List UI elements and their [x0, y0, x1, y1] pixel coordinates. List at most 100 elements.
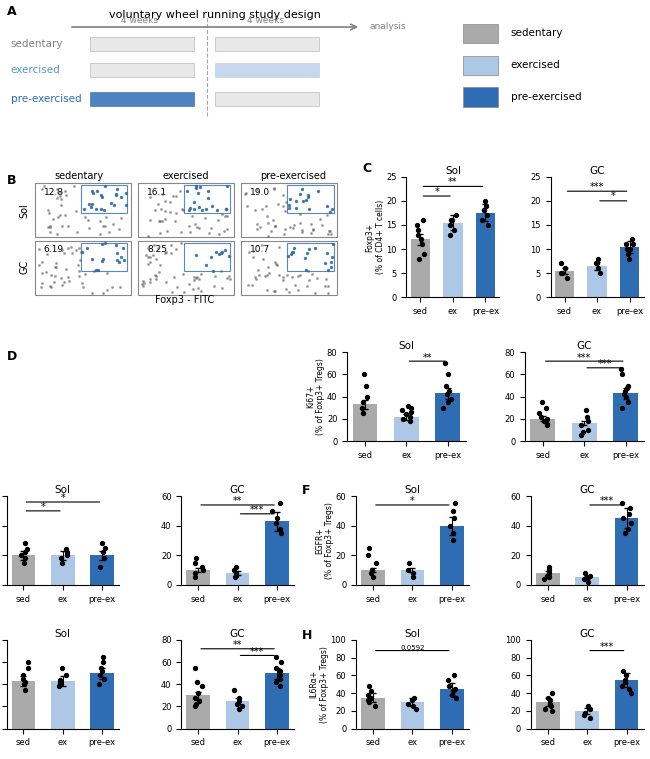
- Point: [303, 265, 313, 277]
- Point: [207, 200, 217, 213]
- Point: [417, 238, 428, 250]
- Point: [278, 274, 288, 286]
- Point: [270, 285, 280, 297]
- Point: [57, 556, 67, 568]
- Point: [98, 650, 109, 663]
- Point: [288, 222, 298, 234]
- Point: [396, 404, 407, 416]
- Point: [270, 662, 281, 674]
- Text: analysis: analysis: [369, 23, 406, 31]
- Point: [203, 192, 213, 204]
- Point: [74, 241, 85, 254]
- Point: [328, 238, 339, 250]
- Text: A: A: [6, 5, 16, 18]
- Point: [192, 221, 202, 233]
- Point: [224, 270, 235, 282]
- Point: [278, 200, 289, 213]
- Point: [592, 257, 602, 269]
- Text: 4 weeks: 4 weeks: [246, 16, 283, 25]
- Point: [165, 206, 176, 219]
- Point: [96, 189, 107, 201]
- Point: [98, 546, 109, 559]
- Point: [151, 272, 162, 285]
- Point: [60, 185, 70, 197]
- Point: [64, 275, 74, 287]
- Bar: [12, 681, 35, 729]
- Title: Sol: Sol: [445, 166, 461, 176]
- Point: [404, 415, 415, 427]
- Point: [142, 241, 153, 254]
- Point: [137, 275, 148, 287]
- Point: [303, 189, 313, 201]
- Text: voluntary wheel running study design: voluntary wheel running study design: [109, 10, 321, 20]
- Point: [307, 268, 317, 280]
- Title: GC: GC: [230, 629, 245, 639]
- Point: [214, 247, 224, 260]
- Point: [623, 380, 633, 392]
- Point: [98, 238, 108, 250]
- Point: [60, 263, 71, 276]
- Point: [42, 204, 53, 216]
- Title: Sol: Sol: [404, 629, 421, 639]
- Point: [203, 185, 213, 197]
- Text: *: *: [410, 496, 415, 506]
- Point: [538, 415, 549, 427]
- Point: [281, 269, 292, 282]
- Point: [73, 259, 83, 271]
- Point: [583, 415, 593, 427]
- Point: [308, 224, 318, 236]
- Point: [97, 191, 107, 203]
- Point: [363, 694, 374, 707]
- Bar: [90, 64, 194, 77]
- Point: [194, 694, 204, 707]
- Point: [283, 250, 293, 262]
- Point: [191, 249, 202, 261]
- Point: [177, 204, 188, 216]
- Point: [217, 246, 228, 258]
- Text: ***: ***: [250, 505, 265, 515]
- Point: [270, 257, 281, 269]
- Point: [412, 219, 423, 231]
- Point: [291, 195, 301, 207]
- Point: [18, 669, 28, 682]
- Point: [363, 550, 374, 562]
- Point: [193, 282, 203, 294]
- Text: 0.0592: 0.0592: [400, 644, 424, 650]
- Point: [56, 186, 66, 198]
- Point: [244, 246, 254, 258]
- Point: [582, 411, 592, 423]
- Point: [359, 368, 369, 380]
- Point: [209, 280, 219, 292]
- Point: [55, 679, 66, 691]
- Point: [99, 542, 110, 554]
- Bar: [352, 405, 378, 441]
- Point: [289, 241, 299, 254]
- Point: [444, 385, 454, 397]
- Point: [49, 270, 60, 282]
- Point: [243, 279, 254, 291]
- Point: [194, 181, 205, 194]
- Point: [194, 222, 205, 235]
- Point: [50, 261, 60, 273]
- Point: [184, 220, 194, 232]
- Point: [189, 270, 200, 282]
- Point: [413, 228, 423, 241]
- Point: [212, 204, 222, 216]
- Point: [191, 180, 202, 192]
- Point: [170, 243, 181, 255]
- Point: [48, 213, 58, 225]
- Point: [310, 242, 320, 254]
- Point: [96, 189, 107, 201]
- Bar: [443, 222, 463, 298]
- Bar: [187, 695, 210, 729]
- Text: sedentary: sedentary: [55, 172, 104, 181]
- Point: [327, 250, 337, 263]
- Point: [283, 202, 294, 214]
- Point: [97, 255, 107, 267]
- Point: [112, 254, 122, 266]
- Bar: [184, 185, 231, 213]
- Point: [111, 183, 122, 195]
- Point: [205, 250, 216, 263]
- Point: [151, 253, 161, 265]
- Point: [291, 201, 301, 213]
